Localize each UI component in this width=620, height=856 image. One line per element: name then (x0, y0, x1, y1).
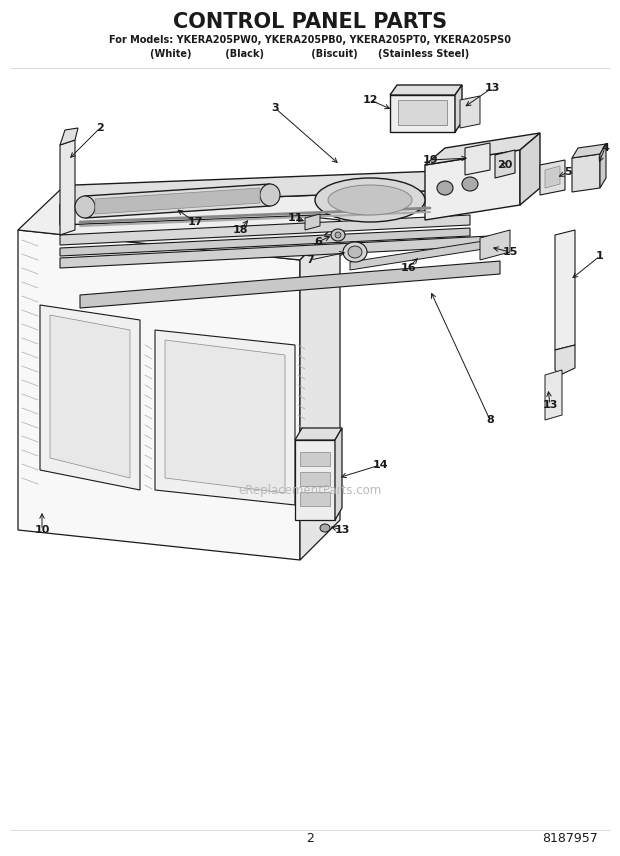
Polygon shape (18, 190, 340, 260)
Polygon shape (545, 370, 562, 420)
Polygon shape (390, 85, 462, 95)
Polygon shape (300, 472, 330, 486)
Polygon shape (80, 261, 500, 308)
Text: eReplacementParts.com: eReplacementParts.com (238, 484, 382, 496)
Polygon shape (60, 215, 470, 245)
Polygon shape (18, 230, 300, 560)
Polygon shape (50, 315, 130, 478)
Polygon shape (390, 95, 455, 132)
Text: CONTROL PANEL PARTS: CONTROL PANEL PARTS (173, 12, 447, 32)
Polygon shape (572, 154, 600, 192)
Text: 20: 20 (497, 160, 513, 170)
Ellipse shape (348, 246, 362, 258)
Text: 18: 18 (232, 225, 248, 235)
Text: 4: 4 (601, 143, 609, 153)
Text: 11: 11 (287, 213, 303, 223)
Text: 17: 17 (187, 217, 203, 227)
Polygon shape (460, 96, 480, 128)
Polygon shape (455, 85, 462, 132)
Text: 15: 15 (502, 247, 518, 257)
Polygon shape (540, 160, 565, 195)
Polygon shape (60, 128, 78, 145)
Polygon shape (305, 214, 320, 230)
Text: 3: 3 (271, 103, 279, 113)
Polygon shape (350, 240, 490, 270)
Polygon shape (495, 150, 515, 178)
Polygon shape (95, 188, 260, 214)
Text: 19: 19 (422, 155, 438, 165)
Ellipse shape (343, 242, 367, 262)
Text: 13: 13 (542, 400, 557, 410)
Polygon shape (85, 184, 270, 218)
Ellipse shape (320, 524, 330, 532)
Polygon shape (295, 428, 342, 440)
Text: 1: 1 (596, 251, 604, 261)
Polygon shape (555, 345, 575, 375)
Text: 5: 5 (564, 167, 572, 177)
Polygon shape (520, 133, 540, 205)
Ellipse shape (462, 177, 478, 191)
Polygon shape (425, 150, 520, 220)
Text: For Models: YKERA205PW0, YKERA205PB0, YKERA205PT0, YKERA205PS0: For Models: YKERA205PW0, YKERA205PB0, YK… (109, 35, 511, 45)
Polygon shape (425, 133, 540, 165)
Ellipse shape (75, 196, 95, 218)
Text: 8: 8 (486, 415, 494, 425)
Polygon shape (465, 143, 490, 175)
Polygon shape (555, 230, 575, 350)
Polygon shape (572, 144, 606, 158)
Polygon shape (60, 190, 450, 225)
Polygon shape (300, 220, 340, 560)
Ellipse shape (437, 181, 453, 195)
Text: 16: 16 (400, 263, 416, 273)
Text: 8187957: 8187957 (542, 831, 598, 845)
Polygon shape (480, 230, 510, 260)
Polygon shape (300, 492, 330, 506)
Polygon shape (40, 305, 140, 490)
Text: 13: 13 (334, 525, 350, 535)
Text: 14: 14 (372, 460, 388, 470)
Ellipse shape (335, 232, 341, 238)
Polygon shape (398, 100, 447, 125)
Ellipse shape (315, 178, 425, 222)
Polygon shape (545, 166, 560, 188)
Text: (White)          (Black)              (Biscuit)      (Stainless Steel): (White) (Black) (Biscuit) (Stainless Ste… (151, 49, 469, 59)
Polygon shape (300, 452, 330, 466)
Text: 2: 2 (306, 831, 314, 845)
Polygon shape (155, 330, 295, 505)
Text: 6: 6 (314, 237, 322, 247)
Text: 7: 7 (306, 255, 314, 265)
Polygon shape (335, 428, 342, 520)
Text: 10: 10 (34, 525, 50, 535)
Ellipse shape (331, 229, 345, 241)
Polygon shape (60, 140, 75, 235)
Text: 12: 12 (362, 95, 378, 105)
Text: 13: 13 (484, 83, 500, 93)
Polygon shape (60, 170, 465, 205)
Ellipse shape (260, 184, 280, 206)
Polygon shape (60, 236, 490, 268)
Polygon shape (295, 440, 335, 520)
Polygon shape (600, 144, 606, 188)
Ellipse shape (328, 185, 412, 215)
Text: 2: 2 (96, 123, 104, 133)
Polygon shape (60, 228, 470, 256)
Polygon shape (165, 340, 285, 493)
